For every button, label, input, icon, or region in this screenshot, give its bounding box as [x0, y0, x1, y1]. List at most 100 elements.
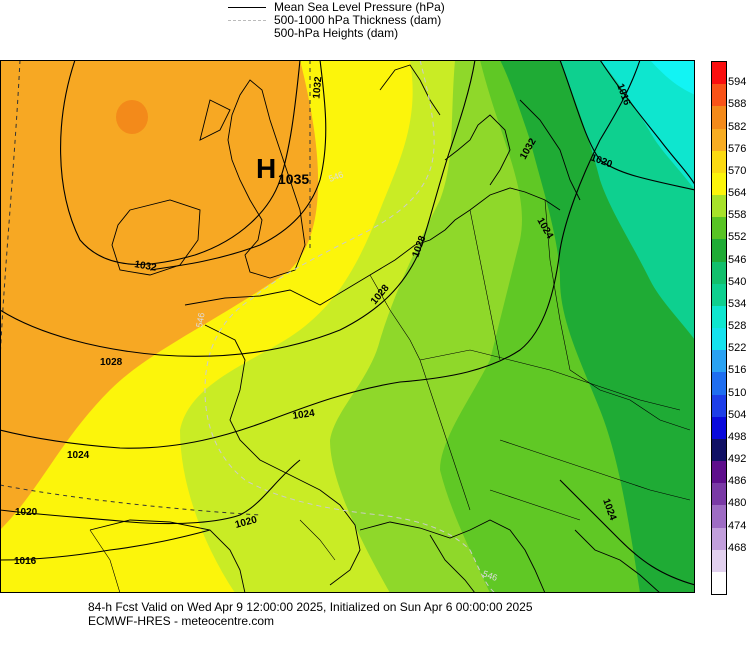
isobar-1016-ne: [599, 60, 695, 186]
colorbar-swatch: [712, 549, 726, 572]
colorbar-swatch: [712, 128, 726, 151]
coast-scotland-west: [199, 99, 231, 141]
map-footer: 84-h Fcst Valid on Wed Apr 9 12:00:00 20…: [88, 600, 533, 628]
colorbar-swatch: [712, 394, 726, 417]
colorbar: [711, 61, 727, 595]
colorbar-swatch: [712, 328, 726, 351]
legend-label: 500-1000 hPa Thickness (dam): [274, 13, 442, 27]
colorbar-swatch: [712, 505, 726, 528]
forecast-map-svg: 1032 1032 1028 1028 1024 1024 1020 1020 …: [0, 60, 695, 593]
fill-cyan-band: [650, 60, 695, 95]
forecast-valid-text: 84-h Fcst Valid on Wed Apr 9 12:00:00 20…: [88, 600, 533, 614]
border-germany-east: [544, 199, 571, 371]
colorbar-swatch: [712, 84, 726, 107]
colorbar-swatch: [712, 62, 726, 85]
colorbar-swatch: [712, 305, 726, 329]
isobar-label: 1016: [14, 556, 37, 567]
isobar-label: 1024: [292, 408, 316, 422]
colorbar-label: 516: [728, 364, 747, 377]
colorbar-label: 498: [728, 430, 747, 443]
colorbar-label: 570: [728, 164, 747, 177]
border-germany-south: [419, 349, 681, 411]
colorbar-label: 552: [728, 231, 747, 244]
border-pyrenees: [299, 519, 336, 561]
legend-item-heights: 500-hPa Heights (dam): [228, 26, 398, 40]
high-symbol: H: [256, 153, 276, 184]
colorbar-swatch: [712, 283, 726, 306]
colorbar-label: 504: [728, 408, 747, 421]
dashed-line-icon: [228, 19, 266, 21]
model-source-text: ECMWF-HRES - meteocentre.com: [88, 614, 275, 628]
isobar-label: 1024: [67, 450, 90, 461]
country-borders: [89, 199, 691, 593]
colorbar-label: 522: [728, 342, 747, 355]
coast-norway: [379, 64, 441, 116]
colorbar-swatch: [712, 172, 726, 196]
high-pressure-value: 1035: [278, 171, 309, 187]
map-legend: Mean Sea Level Pressure (hPa) 500-1000 h…: [228, 0, 528, 46]
colorbar-label: 468: [728, 541, 747, 554]
isobar-label: 1020: [15, 507, 38, 518]
colorbar-label: 588: [728, 98, 747, 111]
coast-italy: [429, 534, 476, 593]
colorbar-swatch: [712, 571, 726, 595]
forecast-map: 1032 1032 1028 1028 1024 1024 1020 1020 …: [0, 60, 695, 593]
colorbar-label: 594: [728, 76, 747, 89]
colorbar-swatch: [712, 217, 726, 240]
isobar-1016: [0, 529, 211, 561]
isobars: [0, 60, 695, 586]
map-frame: [0, 60, 695, 593]
colorbar-label: 474: [728, 519, 747, 532]
isobar-1032-east: [149, 60, 327, 271]
coast-ireland: [111, 199, 201, 276]
border-france-east: [369, 274, 471, 511]
colorbar-swatch: [712, 261, 726, 284]
high-pressure-center: H 1035: [256, 153, 309, 187]
colorbar-label: 486: [728, 475, 747, 488]
colorbar-swatch: [712, 106, 726, 129]
isobar-1020-ne: [559, 60, 695, 191]
colorbar-swatch: [712, 438, 726, 462]
colorbar-label: 492: [728, 453, 747, 465]
thickness-label: 546: [194, 312, 206, 329]
isobar-label: 1028: [100, 357, 123, 368]
isobar-label: 1032: [133, 259, 157, 274]
colorbar-label: 546: [728, 253, 747, 266]
colorbar-swatch: [712, 461, 726, 484]
isobar-1028: [0, 60, 476, 357]
colorbar-swatch: [712, 527, 726, 550]
coast-france-west: [204, 324, 361, 586]
colorbar-swatch: [712, 195, 726, 218]
thickness-line-iberia: [0, 484, 261, 516]
thickness-line-546: [204, 60, 496, 593]
legend-item-thickness: 500-1000 hPa Thickness (dam): [228, 13, 441, 27]
colorbar-label: 480: [728, 497, 747, 510]
colorbar-swatch: [712, 483, 726, 506]
colorbar-labels: 594 588 582 576 570 564 558 552 546 540 534 528 522 5…: [728, 61, 750, 593]
colorbar-label: 528: [728, 320, 747, 332]
colorbar-swatch: [712, 372, 726, 395]
isobar-label: 1032: [311, 76, 324, 100]
thickness-label: 546: [481, 568, 499, 583]
border-czech: [569, 369, 691, 431]
colorbar-swatch: [712, 416, 726, 439]
colorbar-swatch: [712, 350, 726, 373]
thickness-label: 546: [327, 169, 345, 184]
coast-mediterranean: [359, 519, 546, 593]
legend-label: Mean Sea Level Pressure (hPa): [274, 0, 445, 14]
colorbar-label: 564: [728, 187, 747, 199]
colorbar-label: 576: [728, 142, 747, 155]
legend-item-mslp: Mean Sea Level Pressure (hPa): [228, 0, 445, 14]
colorbar-label: 534: [728, 297, 747, 310]
colorbar-swatch: [712, 150, 726, 173]
colorbar-label: 558: [728, 209, 747, 222]
isobar-1024-se: [559, 479, 695, 586]
thickness-labels: 546 546 546: [194, 169, 499, 583]
border-alps: [499, 439, 691, 501]
colorbar-label: 510: [728, 386, 747, 399]
colorbar-label: 540: [728, 275, 747, 288]
coast-great-britain: [227, 79, 306, 279]
border-portugal: [89, 529, 121, 593]
legend-label: 500-hPa Heights (dam): [274, 26, 399, 40]
coast-denmark: [444, 114, 511, 186]
